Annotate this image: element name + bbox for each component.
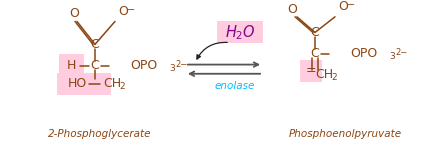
Text: O: O [69,7,79,20]
Text: C: C [90,38,99,51]
Text: C: C [310,26,319,39]
Text: O: O [118,5,127,18]
Text: 3: 3 [388,52,394,61]
Text: 3: 3 [169,64,174,73]
Text: OPO: OPO [349,47,376,60]
Text: CH: CH [103,77,121,90]
Text: C: C [310,47,319,60]
FancyBboxPatch shape [59,54,84,76]
Text: =: = [305,64,316,78]
Text: H: H [66,59,75,72]
FancyBboxPatch shape [216,21,262,44]
Text: −: − [127,5,135,15]
Text: 2−: 2− [394,48,406,57]
Text: 2: 2 [330,73,336,82]
Text: OPO: OPO [130,59,157,72]
Text: −: − [346,0,354,10]
Text: O: O [337,0,347,13]
Text: CH: CH [314,68,332,81]
Text: 2: 2 [119,82,124,91]
Text: 2-Phosphoglycerate: 2-Phosphoglycerate [48,129,151,139]
Text: O: O [286,3,296,16]
Text: C: C [90,59,99,72]
FancyArrowPatch shape [196,42,227,59]
Text: 2−: 2− [175,60,187,69]
Text: enolase: enolase [214,81,255,91]
Text: $H_2O$: $H_2O$ [224,23,255,42]
FancyBboxPatch shape [299,60,321,82]
FancyBboxPatch shape [57,73,111,95]
Text: Phosphoenolpyruvate: Phosphoenolpyruvate [288,129,400,139]
Text: HO: HO [67,77,86,90]
